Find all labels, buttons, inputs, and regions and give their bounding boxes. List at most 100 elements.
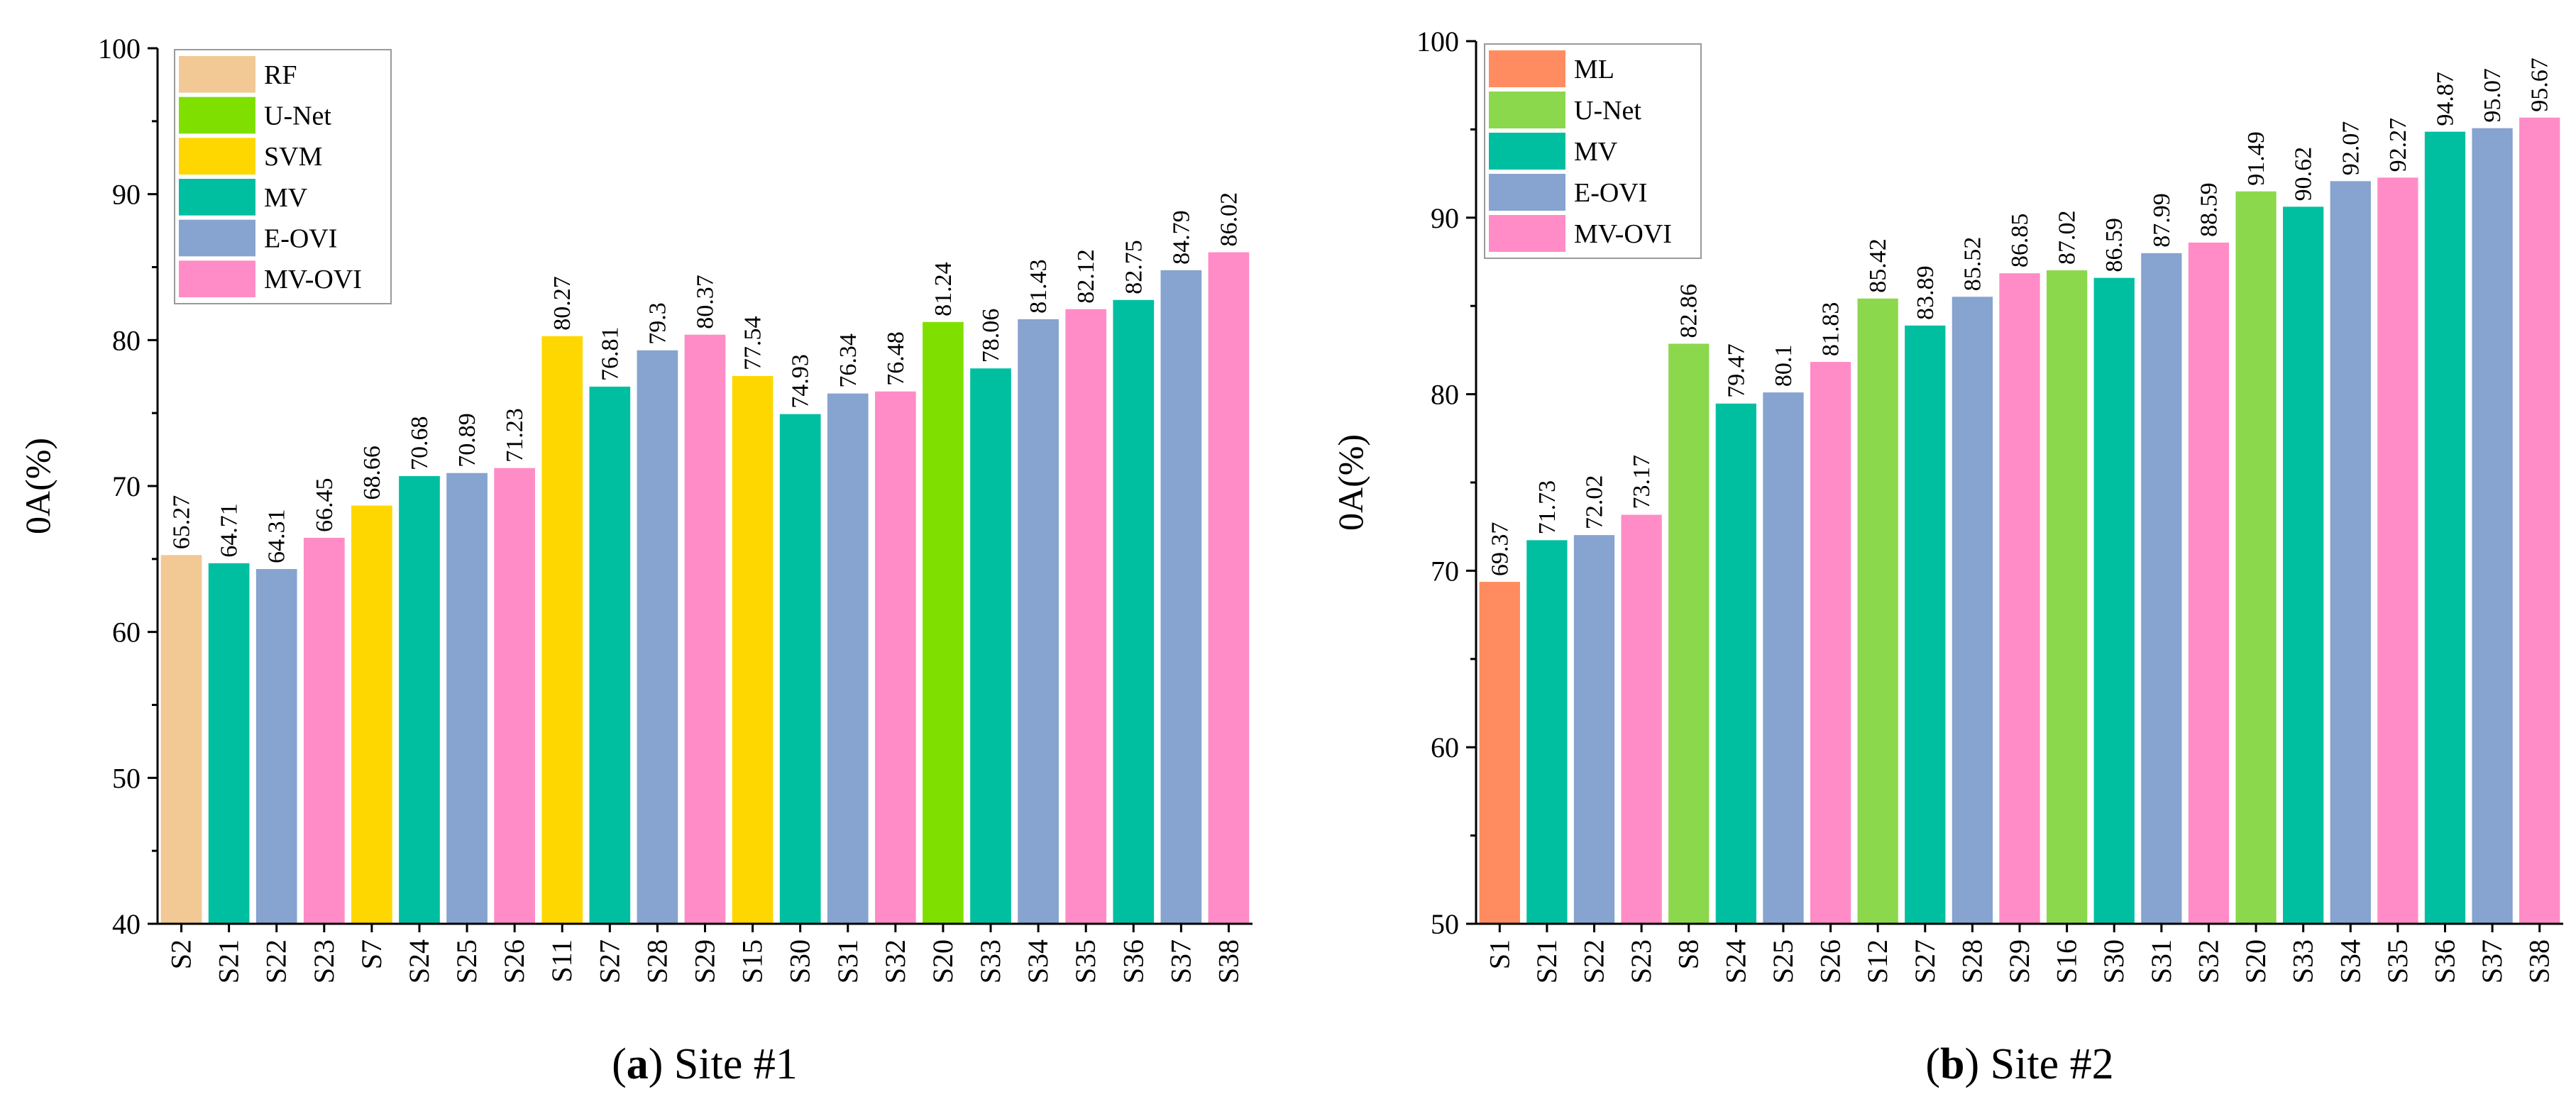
y-tick-label: 70 xyxy=(1431,555,1459,587)
y-axis-label: 0A(%) xyxy=(1331,434,1370,531)
value-label: 92.27 xyxy=(2385,118,2411,172)
legend-label: MV-OVI xyxy=(1574,219,1672,249)
bar-s28 xyxy=(1952,297,1993,924)
bar-s31 xyxy=(827,393,869,924)
x-tick-label: S20 xyxy=(2240,939,2272,983)
x-tick-label: S38 xyxy=(1212,939,1244,983)
x-tick-label: S34 xyxy=(1022,939,1054,983)
bar-s15 xyxy=(732,375,774,924)
chart-site-2: 69.37 71.73 72.02 73.17 82.86 79.47 80.1 81.83 8… xyxy=(1331,26,2563,1088)
x-tick-label: S16 xyxy=(2051,939,2083,983)
value-label: 94.87 xyxy=(2432,72,2458,126)
bar-s34 xyxy=(2330,181,2371,924)
value-label: 73.17 xyxy=(1629,455,1655,509)
y-tick-label: 100 xyxy=(98,33,141,65)
legend-label: MV-OVI xyxy=(264,265,362,294)
legend-swatch-ml xyxy=(1489,50,1565,87)
x-tick-label: S22 xyxy=(260,939,292,983)
x-tick-label: S37 xyxy=(1165,939,1196,983)
legend-swatch-rf xyxy=(179,56,255,93)
value-label: 64.31 xyxy=(264,509,290,564)
x-tick-label: S32 xyxy=(2192,939,2224,983)
x-tick-label: S38 xyxy=(2523,939,2555,983)
value-label: 69.37 xyxy=(1487,522,1513,577)
x-tick-label: S24 xyxy=(403,939,435,983)
legend-swatch-mv xyxy=(179,179,255,216)
value-label: 70.89 xyxy=(454,413,480,468)
value-label: 79.3 xyxy=(644,302,671,345)
bar-s32 xyxy=(2188,242,2230,924)
caption-letter: a xyxy=(627,1040,649,1088)
bars xyxy=(1479,117,2560,924)
y-tick-label: 50 xyxy=(1431,908,1459,940)
x-tick-label: S7 xyxy=(356,939,387,969)
value-label: 76.48 xyxy=(883,331,909,386)
x-tick-label: S24 xyxy=(1719,939,1751,983)
value-label: 87.02 xyxy=(2054,210,2081,265)
bar-s16 xyxy=(2046,270,2088,924)
x-tick-label: S30 xyxy=(2098,939,2130,983)
bar-s21 xyxy=(208,563,250,924)
bar-s8 xyxy=(1668,343,1710,924)
x-tick-label: S26 xyxy=(498,939,530,983)
bar-s25 xyxy=(446,473,488,924)
bar-s30 xyxy=(779,414,821,924)
panel-caption: (a) Site #1 xyxy=(612,1040,798,1088)
value-label: 85.52 xyxy=(1959,237,1986,292)
bar-s30 xyxy=(2093,277,2135,924)
value-label: 88.59 xyxy=(2196,182,2222,237)
bar-s7 xyxy=(351,505,392,924)
bar-s29 xyxy=(1999,273,2040,924)
value-label: 80.37 xyxy=(693,275,719,329)
value-label: 68.66 xyxy=(359,446,385,500)
bar-s20 xyxy=(2235,191,2277,924)
y-tick-label: 90 xyxy=(1431,202,1459,234)
y-axis-label: 0A(%) xyxy=(18,438,57,534)
value-label: 65.27 xyxy=(169,495,195,550)
value-label: 66.45 xyxy=(312,478,338,533)
bar-s38 xyxy=(2519,117,2560,924)
value-labels: 65.27 64.71 64.31 66.45 68.66 70.68 70.89 71.23… xyxy=(169,192,1243,563)
x-tick-label: S8 xyxy=(1673,939,1705,969)
x-tick-label: S21 xyxy=(213,939,245,983)
bar-s23 xyxy=(303,538,345,924)
y-tick-label: 40 xyxy=(112,908,141,940)
bar-s35 xyxy=(1065,309,1107,924)
bar-s24 xyxy=(399,476,440,924)
value-label: 72.02 xyxy=(1582,475,1608,530)
x-tick-label: S11 xyxy=(546,939,578,983)
y-tick-label: 80 xyxy=(1431,379,1459,411)
value-label: 64.71 xyxy=(216,503,243,558)
x-tick-label: S27 xyxy=(593,939,625,983)
legend-label: MV xyxy=(264,183,308,213)
legend-label: U-Net xyxy=(264,101,331,131)
bar-s23 xyxy=(1621,514,1662,924)
x-tick-label: S26 xyxy=(1815,939,1846,983)
legend-swatch-u-net xyxy=(179,96,255,134)
value-label: 82.75 xyxy=(1121,240,1147,294)
value-label: 70.68 xyxy=(407,416,433,471)
legend-swatch-mv xyxy=(1489,133,1565,170)
value-label: 74.93 xyxy=(788,354,814,409)
value-label: 86.85 xyxy=(2007,214,2033,268)
bar-s25 xyxy=(1763,392,1804,924)
x-tick-label: S35 xyxy=(1069,939,1101,983)
bar-s33 xyxy=(970,368,1011,924)
legend-swatch-u-net xyxy=(1489,92,1565,128)
x-tick-label: S36 xyxy=(1117,939,1149,983)
x-tick-label: S33 xyxy=(974,939,1006,983)
caption-letter: b xyxy=(1940,1040,1964,1088)
caption-paren-close: ) xyxy=(649,1040,664,1088)
value-label: 79.47 xyxy=(1723,343,1749,398)
x-tick-label: S23 xyxy=(1625,939,1657,983)
legend-label: ML xyxy=(1574,55,1614,84)
bar-s11 xyxy=(541,336,583,924)
y-tick-label: 100 xyxy=(1416,26,1459,57)
value-label: 91.49 xyxy=(2243,131,2269,186)
x-tick-label: S25 xyxy=(1767,939,1799,983)
x-tick-label: S25 xyxy=(451,939,483,983)
value-label: 77.54 xyxy=(740,316,766,370)
x-tick-label: S28 xyxy=(1956,939,1988,983)
value-label: 86.59 xyxy=(2101,218,2128,272)
